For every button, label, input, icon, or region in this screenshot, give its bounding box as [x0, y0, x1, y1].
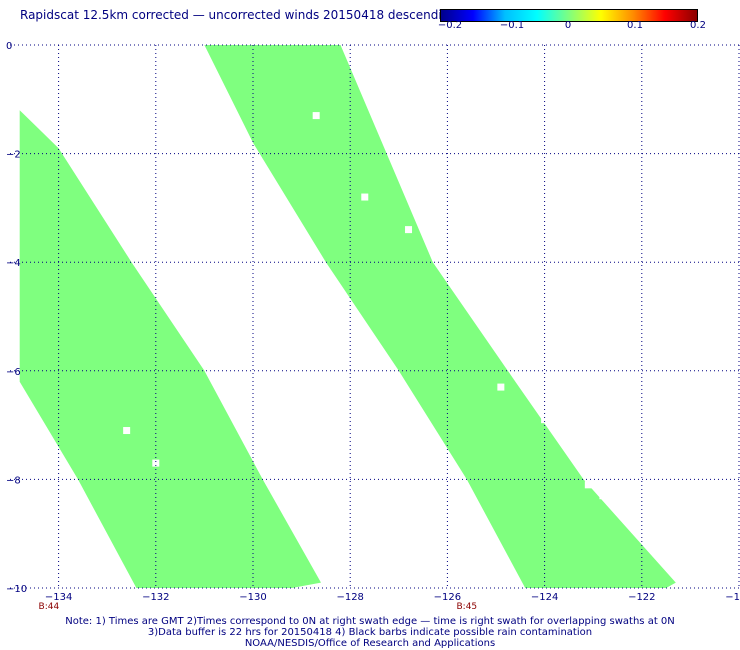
lat-label: −8: [6, 475, 21, 486]
colorbar-label-max: 0.2: [690, 20, 706, 31]
colorbar-label-min: −0.2: [437, 20, 463, 31]
missing-data-layer: [123, 112, 607, 500]
missing-data-cell: [497, 383, 505, 391]
colorbar-label-pos: 0.1: [627, 20, 643, 31]
map-title: Rapidscat 12.5km corrected — uncorrected…: [20, 8, 457, 22]
lon-label: −134: [45, 592, 72, 603]
missing-data-cell: [152, 459, 160, 467]
swath-time-label: B:44: [39, 602, 60, 612]
lon-label: −122: [628, 592, 655, 603]
missing-data-cell: [584, 481, 592, 489]
swath-west: [19, 110, 321, 588]
lat-label: −6: [6, 367, 21, 378]
colorbar-label-zero: 0: [564, 20, 572, 31]
lat-label: −2: [6, 150, 21, 161]
swath-layer: [19, 45, 676, 588]
missing-data-cell: [482, 318, 490, 326]
swath-time-label: B:45: [457, 602, 478, 612]
axis-labels: 0 −2 −4 −6 −8 −10 −134 −132 −130 −128 −126 −124 −122…: [6, 41, 740, 612]
swath-east: [204, 45, 676, 588]
colorbar: [440, 9, 698, 22]
missing-data-cell: [458, 280, 466, 288]
footnote-line-3: NOAA/NESDIS/Office of Research and Appli…: [244, 638, 496, 649]
lon-label: −132: [142, 592, 169, 603]
lon-label: −120: [725, 592, 740, 603]
lon-label: −124: [531, 592, 558, 603]
graticule: [10, 44, 740, 589]
lat-label: −10: [6, 584, 27, 595]
colorbar-label-neg: −0.1: [499, 20, 525, 31]
missing-data-cell: [443, 264, 451, 272]
missing-data-cell: [312, 112, 320, 120]
missing-data-cell: [361, 193, 369, 201]
lon-label: −128: [336, 592, 363, 603]
missing-data-cell: [123, 427, 131, 435]
footnote-line-2: 3)Data buffer is 22 hrs for 20150418 4) …: [147, 627, 593, 638]
lon-label: −126: [434, 592, 461, 603]
missing-data-cell: [405, 226, 413, 234]
missing-data-cell: [599, 492, 607, 500]
missing-data-cell: [541, 416, 549, 424]
lon-label: −130: [239, 592, 266, 603]
lat-label: −4: [6, 258, 21, 269]
lat-label: 0: [6, 41, 12, 52]
footnote-line-1: Note: 1) Times are GMT 2)Times correspon…: [65, 616, 675, 627]
